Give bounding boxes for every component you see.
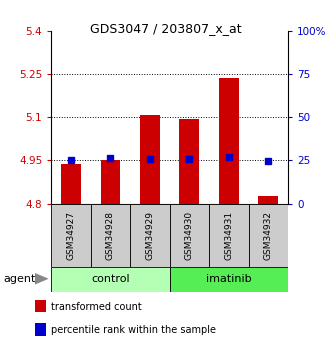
Bar [51,267,169,292]
Text: GSM34929: GSM34929 [145,211,155,260]
Bar [101,160,120,204]
Bar [249,204,288,267]
Text: percentile rank within the sample: percentile rank within the sample [51,325,216,335]
Bar [169,267,288,292]
Bar [259,196,278,204]
Bar [140,115,160,204]
Text: GSM34931: GSM34931 [224,211,233,260]
Bar [91,204,130,267]
Bar [169,204,209,267]
Text: imatinib: imatinib [206,275,252,284]
Text: GDS3047 / 203807_x_at: GDS3047 / 203807_x_at [90,22,241,36]
Text: GSM34928: GSM34928 [106,211,115,260]
Bar [179,119,199,204]
Bar [130,204,169,267]
Bar [61,164,81,204]
Bar [209,204,249,267]
Text: transformed count: transformed count [51,302,142,312]
Bar [51,204,91,267]
Bar [35,323,46,336]
Text: GSM34927: GSM34927 [67,211,75,260]
Text: control: control [91,275,130,284]
Text: GSM34930: GSM34930 [185,211,194,260]
Text: GSM34932: GSM34932 [264,211,273,260]
Bar [219,78,239,204]
Text: agent: agent [3,275,36,284]
Polygon shape [35,273,49,285]
Bar [35,300,46,313]
